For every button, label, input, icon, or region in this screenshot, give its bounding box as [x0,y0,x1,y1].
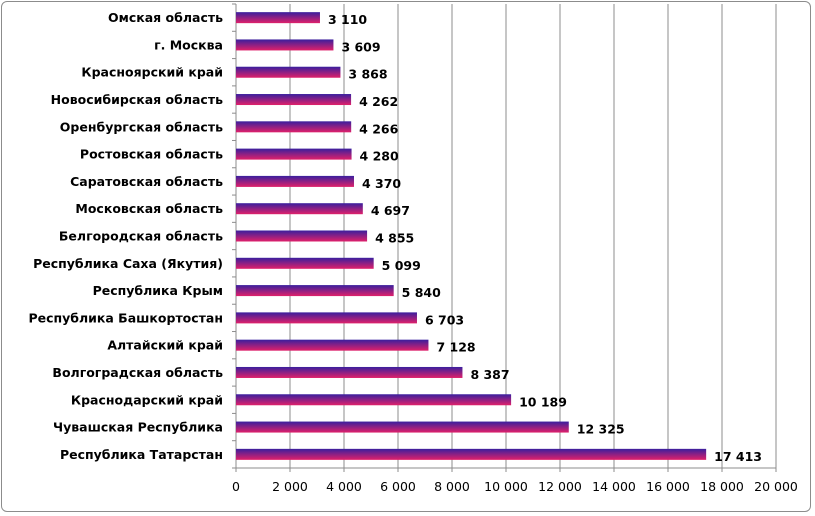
value-label: 5 099 [382,258,421,273]
category-label: Новосибирская область [51,92,223,107]
bars [236,12,707,460]
category-label: Чувашская Республика [53,420,223,435]
bar [236,394,512,406]
bar [236,257,374,269]
x-tick-label: 2 000 [272,479,308,494]
value-label: 7 128 [436,340,475,355]
x-tick-label: 6 000 [380,479,416,494]
value-label: 4 697 [371,203,410,218]
category-label: Ростовская область [80,147,223,162]
x-tick-label: 20 000 [754,479,798,494]
value-label: 8 387 [470,367,509,382]
bar [236,312,417,324]
x-tick-label: 14 000 [592,479,636,494]
value-label: 6 703 [425,312,464,327]
bar [236,12,320,24]
category-label: Московская область [75,201,223,216]
x-tick-label: 4 000 [326,479,362,494]
category-label: Оренбургская область [60,119,223,134]
value-label: 3 609 [341,39,380,54]
bar [236,448,707,460]
x-tick-label: 10 000 [484,479,528,494]
category-label: г. Москва [154,37,223,52]
category-label: Волгоградская область [52,365,223,380]
value-label: 4 266 [359,121,398,136]
x-tick-label: 0 [232,479,240,494]
x-tick-labels: 0 2 000 4 000 6 000 8 000 10 000 12 000 14 000 1… [232,479,798,494]
category-label: Краснодарский край [71,392,223,407]
x-tick-label: 18 000 [700,479,744,494]
bar [236,66,341,78]
value-label: 4 262 [359,94,398,109]
bar [236,94,352,106]
category-label: Белгородская область [59,229,223,244]
x-tick-label: 8 000 [434,479,470,494]
bar [236,421,569,433]
value-label: 4 280 [360,149,399,164]
bar [236,203,363,215]
x-tick-label: 16 000 [646,479,690,494]
category-label: Алтайский край [107,338,223,353]
category-label: Красноярский край [81,65,223,80]
value-label: 3 868 [348,67,387,82]
bar [236,230,368,242]
bar [236,339,429,351]
bar [236,285,394,297]
bar [236,366,463,378]
bar [236,121,352,133]
value-label: 12 325 [577,422,625,437]
category-label: Саратовская область [70,174,223,189]
value-label: 10 189 [519,394,567,409]
value-labels: 3 110 3 609 3 868 4 262 4 266 4 280 4 370 4 697… [328,12,762,464]
value-label: 4 370 [362,176,401,191]
category-labels: Омская область г. Москва Красноярский край… [28,10,223,462]
value-label: 4 855 [375,231,414,246]
category-label: Республика Башкортостан [28,310,223,325]
value-label: 17 413 [714,449,762,464]
value-label: 5 840 [402,285,441,300]
value-label: 3 110 [328,12,367,27]
bar [236,39,334,51]
x-tick-label: 12 000 [538,479,582,494]
bar [236,175,354,187]
category-label: Республика Крым [93,283,223,298]
category-label: Республика Саха (Якутия) [33,256,223,271]
category-label: Омская область [108,10,223,25]
gridlines [289,4,777,468]
category-label: Республика Татарстан [60,447,223,462]
bar [236,148,352,160]
